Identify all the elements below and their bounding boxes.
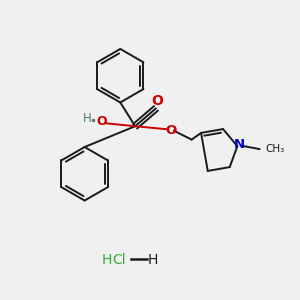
Text: O: O [165,124,176,137]
Text: Cl: Cl [112,253,126,267]
Text: H: H [102,253,112,267]
Text: N: N [233,138,244,151]
Text: CH₃: CH₃ [266,144,285,154]
Text: H: H [82,112,91,125]
Text: H: H [148,253,158,267]
Text: O: O [152,94,164,108]
Text: O: O [97,115,107,128]
